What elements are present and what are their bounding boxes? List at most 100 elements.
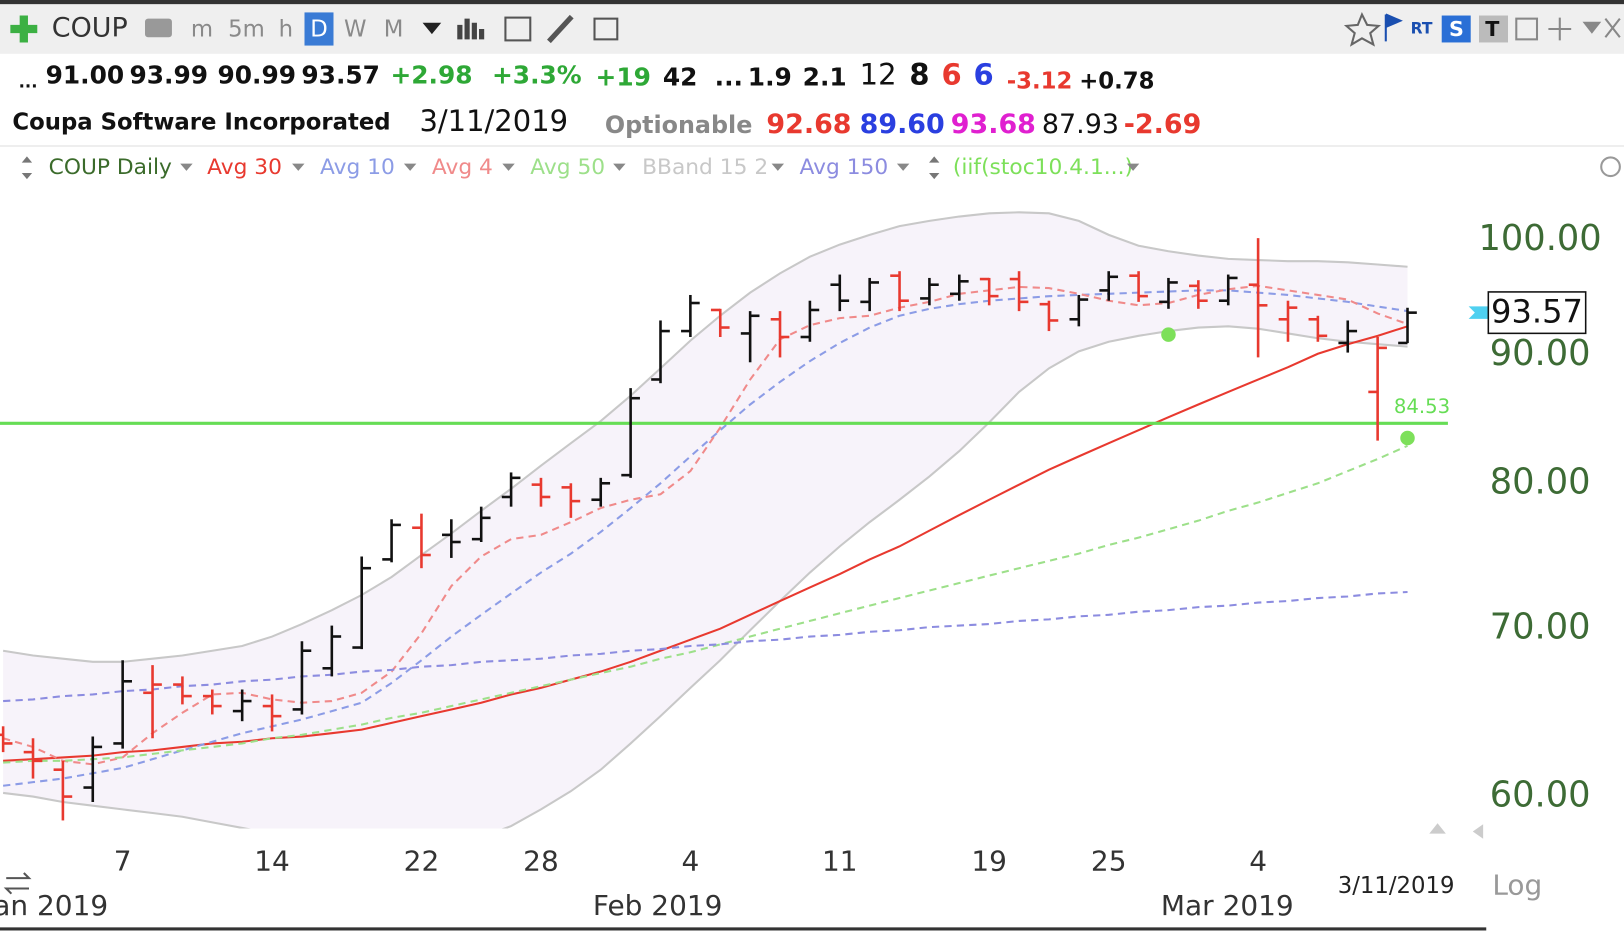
grid-icon[interactable]: [504, 16, 532, 42]
quote-item: +19: [596, 63, 651, 92]
badge-bg: [1479, 15, 1508, 43]
quote-item: 1.9: [748, 63, 792, 92]
toolbar: [0, 0, 1624, 54]
cursor-date: 3/11/2019: [1338, 873, 1455, 899]
legend: COUP Daily Avg 30 Avg 10 Avg 4 Avg 50 BB…: [21, 155, 1621, 180]
interval[interactable]: h: [279, 17, 293, 43]
legend-handle[interactable]: [21, 156, 33, 180]
quote-item: ...: [19, 72, 38, 91]
moving-average: [2, 289, 1408, 787]
info-item: -2.69: [1124, 109, 1202, 140]
x-tick-label: 25: [1091, 845, 1127, 878]
y-tick-label: 60.00: [1490, 775, 1591, 816]
quote-item: 90.99: [218, 61, 297, 90]
interval[interactable]: W: [344, 17, 367, 43]
icon[interactable]: [145, 18, 172, 38]
badge[interactable]: RT: [1411, 19, 1433, 37]
badge[interactable]: S: [1449, 17, 1464, 41]
quote-item: +3.3%: [492, 61, 582, 90]
x-tick-label: 19: [971, 845, 1007, 878]
quote-date: 3/11/2019: [419, 104, 568, 138]
legend-item[interactable]: Avg 150: [800, 155, 889, 180]
quote-item: +2.98: [390, 61, 472, 90]
interval[interactable]: 5m: [228, 17, 265, 43]
x-tick-label: 4: [681, 845, 699, 878]
info-item: 92.68: [766, 109, 851, 140]
y-tick-label: 100.00: [1479, 218, 1602, 259]
x-tick-label: 11: [822, 845, 858, 878]
bband-fill: [3, 212, 1408, 829]
quote-item: 2.1: [803, 63, 847, 92]
symbol[interactable]: COUP: [52, 12, 128, 43]
legend-item[interactable]: Avg 10: [320, 155, 395, 180]
moving-average: [3, 325, 1408, 762]
quote-item: 8: [909, 58, 929, 92]
quote-item: 93.57: [301, 61, 380, 90]
quote-item: 6: [941, 58, 961, 92]
window-icon[interactable]: [1515, 17, 1539, 41]
info-item: 87.93: [1042, 109, 1119, 140]
pen-icon[interactable]: [547, 14, 574, 44]
selected-interval: [304, 12, 334, 46]
quote-item: 12: [860, 58, 897, 92]
plot-area: [0, 211, 1448, 829]
x-tick-label: 22: [404, 845, 440, 878]
x-group-label: Feb 2019: [593, 889, 723, 922]
legend-item[interactable]: Avg 4: [432, 155, 493, 180]
legend-item[interactable]: Avg 30: [207, 155, 282, 180]
quote-item: 6: [974, 58, 994, 92]
star-icon[interactable]: [1343, 11, 1382, 47]
y-tick-label: 80.00: [1490, 461, 1591, 502]
legend-item[interactable]: (iif(stoc10.4.1...): [953, 155, 1133, 180]
price-flag: [1487, 291, 1587, 335]
interval[interactable]: M: [384, 17, 404, 43]
x-tick-label: 4: [1249, 845, 1267, 878]
legend-dropdowns[interactable]: [180, 163, 1140, 171]
top-border: [0, 0, 1624, 5]
quote-item: +0.78: [1079, 68, 1154, 94]
quote-item: 93.99: [129, 61, 208, 90]
legend-item[interactable]: Avg 50: [530, 155, 605, 180]
scroll-arrows[interactable]: [1429, 823, 1484, 839]
overlay-layer: 60.00 70.00 80.00 90.00 100.00 7 14 22 28 4 11 19 25…: [114, 218, 1602, 877]
y-tick-label: 90.00: [1490, 333, 1591, 374]
legend-item[interactable]: BBand 15 2: [642, 155, 768, 180]
interval[interactable]: D: [310, 17, 328, 43]
info-item: 89.60: [860, 109, 945, 140]
quote-item: ...: [715, 63, 743, 92]
interval[interactable]: m: [191, 17, 213, 43]
window-controls[interactable]: [1548, 17, 1621, 41]
x-tick-label: 28: [523, 845, 559, 878]
bband-upper: [2, 211, 1408, 663]
quote-item: 91.00: [46, 61, 125, 90]
level-label: 84.53: [1394, 395, 1450, 418]
y-tick-label: 70.00: [1490, 607, 1591, 648]
scale-mode[interactable]: Log: [1492, 868, 1542, 901]
bars-icon[interactable]: [457, 18, 485, 40]
price-arrow: [1468, 306, 1489, 319]
x-group-label: Jan 2019: [0, 889, 108, 922]
company-name: Coupa Software Incorporated: [12, 110, 390, 136]
settings-icon[interactable]: [1600, 156, 1621, 178]
indicator-dot: [1400, 430, 1415, 446]
quote-item: -3.12: [1007, 68, 1073, 94]
moving-average: [3, 444, 1408, 764]
sync-icon[interactable]: [3, 872, 32, 895]
flag-icon[interactable]: [1384, 13, 1403, 42]
indicator-dot: [1161, 327, 1176, 342]
dropdown[interactable]: [422, 22, 442, 35]
add-icon[interactable]: [10, 15, 38, 43]
badge[interactable]: T: [1485, 17, 1500, 41]
legend-item[interactable]: COUP Daily: [49, 155, 172, 180]
window-icon[interactable]: [593, 17, 619, 41]
x-tick-label: 14: [254, 845, 290, 878]
legend-handle[interactable]: [929, 156, 940, 180]
info-item: 93.68: [951, 109, 1036, 140]
moving-average: [3, 590, 1408, 703]
price-flag-label: 93.57: [1491, 293, 1583, 331]
status: Optionable: [605, 111, 752, 139]
x-group-label: Mar 2019: [1161, 889, 1294, 922]
x-tick-label: 7: [114, 845, 132, 878]
